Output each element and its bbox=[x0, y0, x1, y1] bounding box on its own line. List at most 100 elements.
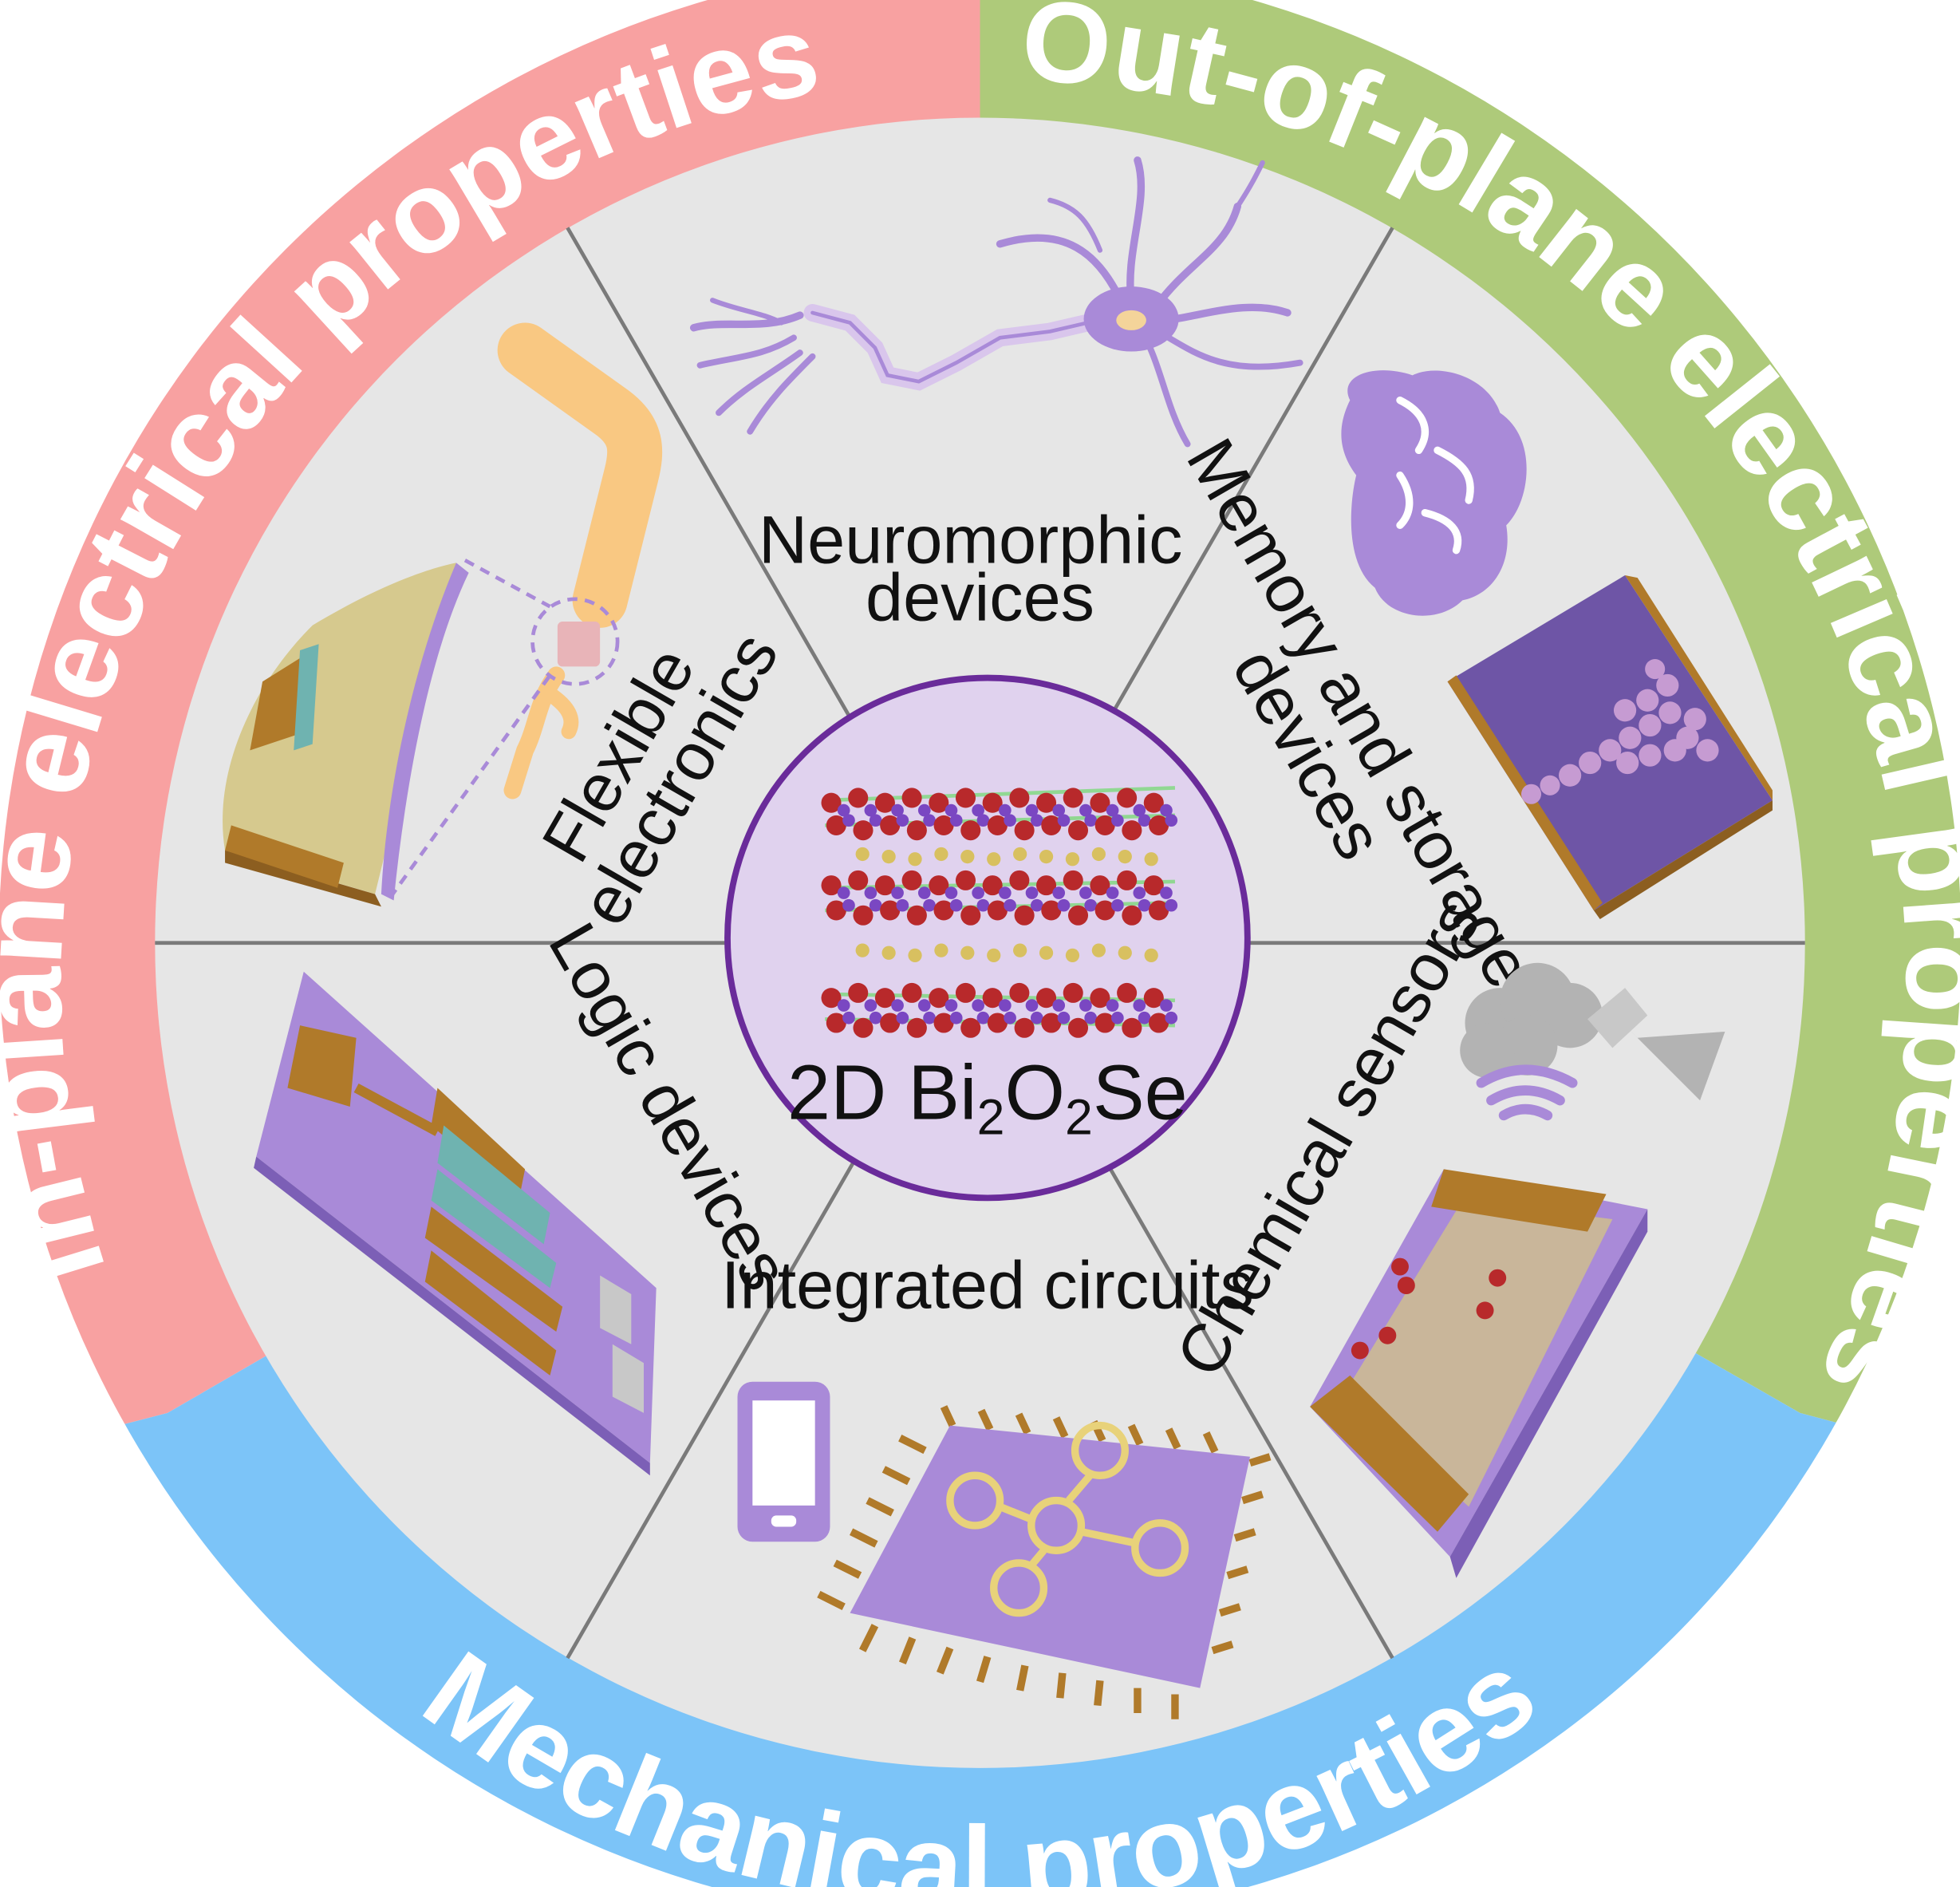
oxygen-atom bbox=[1014, 905, 1035, 926]
bismuth-atom bbox=[949, 898, 963, 912]
phone-icon bbox=[737, 1381, 830, 1542]
oxygen-atom bbox=[1094, 1013, 1115, 1033]
bismuth-atom bbox=[945, 886, 958, 899]
selenium-atom bbox=[987, 948, 1001, 963]
memory-balls bbox=[1520, 659, 1719, 804]
selenium-atom bbox=[1144, 948, 1158, 963]
bismuth-atom bbox=[837, 999, 850, 1012]
oxygen-atom bbox=[982, 988, 1003, 1009]
bismuth-atom bbox=[1111, 898, 1124, 912]
flexible-device-icon bbox=[223, 559, 552, 907]
oxygen-atom bbox=[848, 788, 869, 808]
bismuth-atom bbox=[864, 999, 877, 1012]
oxygen-atom bbox=[901, 870, 922, 890]
oxygen-atom bbox=[1149, 815, 1169, 835]
oxygen-atom bbox=[1036, 875, 1057, 896]
oxygen-atom bbox=[1067, 820, 1089, 841]
bismuth-atom bbox=[1165, 814, 1178, 827]
oxygen-atom bbox=[906, 820, 927, 841]
oxygen-atom bbox=[1063, 982, 1083, 1003]
bismuth-atom bbox=[917, 803, 931, 817]
oxygen-atom bbox=[982, 792, 1003, 813]
oxygen-atom bbox=[955, 982, 976, 1003]
bismuth-atom bbox=[999, 803, 1012, 817]
bismuth-atom bbox=[1030, 1011, 1043, 1024]
oxygen-atom bbox=[901, 982, 922, 1003]
bismuth-atom bbox=[837, 803, 850, 817]
oxygen-atom bbox=[960, 820, 981, 841]
horn-icon bbox=[1587, 988, 1725, 1101]
logic-device-icon bbox=[254, 971, 657, 1476]
selenium-atom bbox=[1039, 849, 1054, 864]
bismuth-atom bbox=[1079, 803, 1092, 817]
neuron-icon bbox=[689, 156, 1303, 448]
oxygen-atom bbox=[853, 820, 874, 841]
brain-icon bbox=[1341, 370, 1527, 616]
oxygen-atom bbox=[987, 1013, 1008, 1033]
oxygen-atom bbox=[1117, 870, 1138, 890]
bismuth-atom bbox=[923, 898, 936, 912]
bismuth-atom bbox=[896, 1011, 909, 1024]
bismuth-atom bbox=[896, 814, 909, 827]
bismuth-atom bbox=[1111, 814, 1124, 827]
oxygen-atom bbox=[853, 905, 874, 926]
bismuth-atom bbox=[1160, 886, 1173, 899]
robot-arm-icon bbox=[497, 322, 663, 799]
selenium-atom bbox=[987, 852, 1001, 867]
oxygen-atom bbox=[929, 875, 949, 896]
bismuth-atom bbox=[891, 999, 904, 1012]
oxygen-atom bbox=[1149, 1013, 1169, 1033]
memory-box-icon bbox=[1447, 575, 1773, 919]
oxygen-atom bbox=[1041, 900, 1062, 921]
oxygen-atom bbox=[1063, 870, 1083, 890]
selenium-atom bbox=[1091, 943, 1106, 957]
oxygen-atom bbox=[955, 870, 976, 890]
bismuth-atom bbox=[945, 803, 958, 817]
bismuth-atom bbox=[976, 814, 990, 827]
bismuth-atom bbox=[1084, 1011, 1098, 1024]
oxygen-atom bbox=[1122, 905, 1142, 926]
bismuth-atom bbox=[869, 1011, 882, 1024]
bismuth-atom bbox=[1165, 898, 1178, 912]
bismuth-atom bbox=[1133, 999, 1146, 1012]
oxygen-atom bbox=[880, 900, 901, 921]
selenium-atom bbox=[960, 849, 975, 864]
bismuth-atom bbox=[869, 814, 882, 827]
crystal-structure-icon bbox=[821, 786, 1178, 1038]
bismuth-atom bbox=[917, 886, 931, 899]
bismuth-atom bbox=[1138, 1011, 1151, 1024]
oxygen-atom bbox=[880, 1013, 901, 1033]
bismuth-atom bbox=[999, 999, 1012, 1012]
oxygen-atom bbox=[1063, 788, 1083, 808]
bismuth-atom bbox=[1079, 886, 1092, 899]
selenium-atom bbox=[1065, 948, 1080, 963]
bismuth-atom bbox=[1030, 814, 1043, 827]
oxygen-atom bbox=[874, 875, 895, 896]
oxygen-atom bbox=[987, 900, 1008, 921]
bismuth-atom bbox=[976, 1011, 990, 1024]
selenium-atom bbox=[1091, 847, 1106, 862]
oxygen-atom bbox=[826, 815, 846, 835]
oxygen-atom bbox=[848, 982, 869, 1003]
selenium-atom bbox=[934, 943, 948, 957]
oxygen-atom bbox=[880, 815, 901, 835]
bismuth-atom bbox=[891, 886, 904, 899]
oxygen-atom bbox=[1090, 875, 1110, 896]
oxygen-atom bbox=[1009, 870, 1030, 890]
oxygen-atom bbox=[929, 792, 949, 813]
oxygen-atom bbox=[933, 900, 954, 921]
oxygen-atom bbox=[1014, 1017, 1035, 1038]
sensor-molecules bbox=[1351, 1257, 1507, 1360]
bismuth-atom bbox=[923, 814, 936, 827]
bismuth-atom bbox=[1079, 999, 1092, 1012]
bismuth-atom bbox=[842, 1011, 855, 1024]
bismuth-atom bbox=[1052, 803, 1066, 817]
center-label: 2D Bi2O2Se bbox=[787, 1049, 1188, 1146]
bismuth-atom bbox=[1133, 803, 1146, 817]
oxygen-atom bbox=[1143, 988, 1164, 1009]
oxygen-atom bbox=[874, 988, 895, 1009]
oxygen-atom bbox=[987, 815, 1008, 835]
bismuth-atom bbox=[972, 803, 984, 817]
cloud-icon bbox=[1460, 962, 1603, 1078]
